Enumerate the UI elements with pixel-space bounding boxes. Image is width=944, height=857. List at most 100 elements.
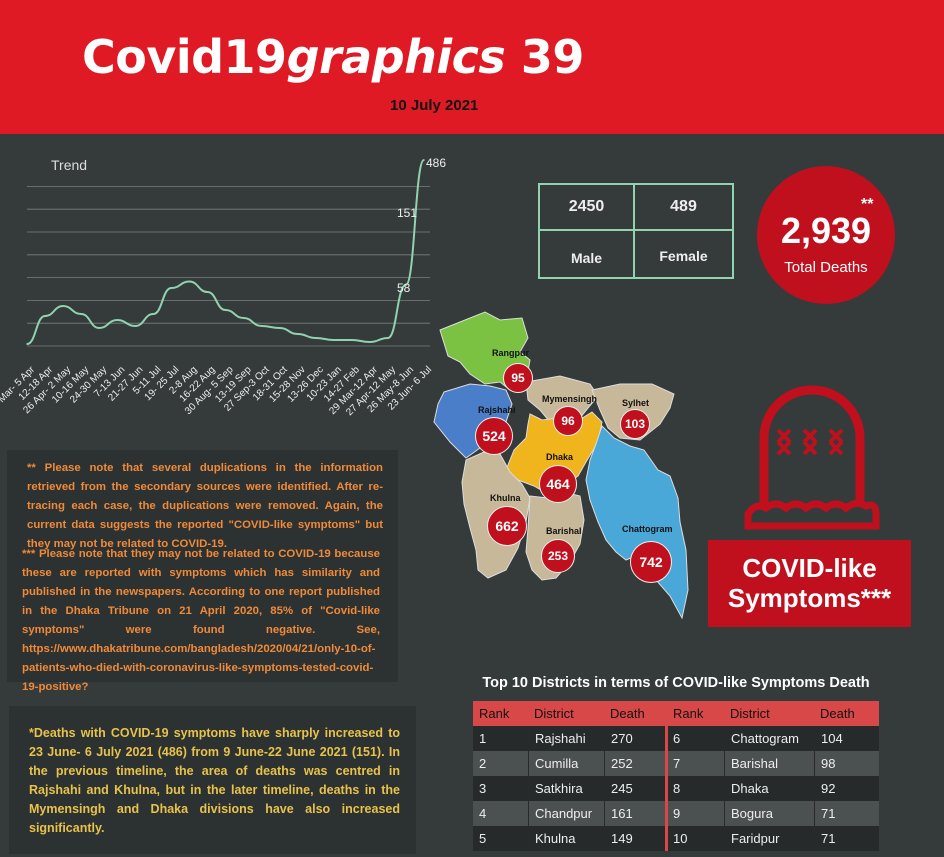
top10-cell: 71 <box>814 826 879 851</box>
map-label-chattogram: Chattogram <box>622 524 673 534</box>
top10-cell: 245 <box>604 776 667 801</box>
male-value: 2450 <box>568 198 605 215</box>
top10-cell: 2 <box>479 756 487 771</box>
top10-cell: 4 <box>479 806 487 821</box>
trend-point <box>332 339 335 341</box>
map-bubble-barishal: 253 <box>541 539 575 573</box>
top10-header-cell: District <box>528 701 604 726</box>
map-bubble-rangpur: 95 <box>503 363 533 393</box>
gender-divider-v <box>633 185 635 277</box>
trend-point <box>369 341 371 343</box>
top10-cell: Dhaka <box>724 776 814 801</box>
male-label: Male <box>570 250 603 266</box>
top10-cell: 149 <box>604 826 667 851</box>
top10-cell: Chandpur <box>528 801 604 826</box>
trend-value-label: 486 <box>426 156 446 170</box>
map-label-dhaka: Dhaka <box>546 452 574 462</box>
note-summary: *Deaths with COVID-19 symptoms have shar… <box>29 726 400 835</box>
trend-point <box>351 339 353 341</box>
top10-row: 2 Cumilla 252 7 Barishal 98 <box>473 751 879 776</box>
summary-panel: *Deaths with COVID-19 symptoms have shar… <box>9 706 416 854</box>
map-bubble-dhaka: 464 <box>539 465 577 503</box>
map-label-rajshahi: Rajshahi <box>478 405 516 415</box>
female-label: Female <box>659 248 708 264</box>
top10-cell: Chattogram <box>724 726 814 751</box>
top10-cell: 92 <box>814 776 879 801</box>
top10-cell: 161 <box>604 801 667 826</box>
map-label-mymensingh: Mymensingh <box>542 394 598 404</box>
top10-row: 3 Satkhira 245 8 Dhaka 92 <box>473 776 879 801</box>
top10-cell: 1 <box>479 731 487 746</box>
top10-cell: Khulna <box>528 826 604 851</box>
gender-divider-h <box>540 229 732 231</box>
trend-point <box>387 337 389 339</box>
map-bubble-sylhet: 103 <box>620 409 650 439</box>
top10-cell: Faridpur <box>724 826 814 851</box>
trend-value-label: 151 <box>397 206 417 220</box>
header-banner: Covid19graphics 39 10 July 2021 <box>0 0 944 134</box>
trend-point <box>80 313 82 315</box>
symptoms-line2: Symptoms*** <box>727 583 892 613</box>
trend-label: Trend <box>51 157 88 173</box>
covid-like-symptoms-banner: COVID-like Symptoms*** <box>708 540 911 627</box>
top10-cell: 3 <box>479 781 487 796</box>
map-bubble-khulna: 662 <box>487 506 527 546</box>
top10-cell: 9 <box>673 806 681 821</box>
top10-cell: 10 <box>673 831 688 846</box>
top10-header-cell: Rank <box>473 701 528 726</box>
notes-panel: ** Please note that several duplications… <box>7 450 398 693</box>
top10-cell: Satkhira <box>528 776 604 801</box>
top10-header-cell: Death <box>814 701 879 726</box>
trend-point <box>188 280 191 283</box>
trend-point <box>44 315 46 317</box>
top10-header-cell: Death <box>604 701 667 726</box>
note-duplication: ** Please note that several duplications… <box>27 462 383 550</box>
total-deaths-footnote-mark: ** <box>861 196 874 213</box>
tombstone-icon <box>744 385 880 530</box>
trend-point <box>314 337 317 339</box>
top10-cell: 270 <box>604 726 667 751</box>
top10-header-row: Rank District Death Rank District Death <box>473 701 879 726</box>
total-deaths-circle: ** 2,939 Total Deaths <box>757 166 895 304</box>
map-bubble-mymensingh: 96 <box>553 406 583 436</box>
top10-cell: 6 <box>673 731 681 746</box>
female-value: 489 <box>670 198 697 215</box>
top10-cell: Cumilla <box>528 751 604 776</box>
top10-cell: Rajshahi <box>528 726 604 751</box>
top10-cell: 104 <box>814 726 879 751</box>
trend-point <box>62 305 64 307</box>
top10-cell: 252 <box>604 751 667 776</box>
top10-divider <box>665 701 668 851</box>
trend-value-label: 58 <box>397 281 411 295</box>
map-bubble-rajshahi: 524 <box>475 417 513 455</box>
trend-point <box>278 327 281 329</box>
trend-point <box>296 333 299 335</box>
top10-cell: Bogura <box>724 801 814 826</box>
trend-point <box>423 159 425 161</box>
top10-cell: 8 <box>673 781 681 796</box>
trend-point <box>405 283 407 286</box>
map-label-rangpur: Rangpur <box>492 348 529 358</box>
top10-cell: 71 <box>814 801 879 826</box>
trend-point <box>98 327 100 329</box>
top10-cell: 98 <box>814 751 879 776</box>
top10-cell: 7 <box>673 756 681 771</box>
report-date: 10 July 2021 <box>390 97 479 114</box>
top10-title: Top 10 Districts in terms of COVID-like … <box>482 675 870 691</box>
top10-row: 1 Rajshahi 270 6 Chattogram 104 <box>473 726 879 751</box>
trend-point <box>260 325 263 327</box>
gender-table: 2450 489 Male Female <box>538 183 734 279</box>
map-labels: Rangpur 95 Rajshahi 524 Mymensingh 96 Sylhet 10… <box>430 300 700 625</box>
symptoms-line1: COVID-like <box>742 553 877 583</box>
map-label-sylhet: Sylhet <box>622 398 650 408</box>
trend-point <box>26 343 28 345</box>
trend-point <box>206 291 209 293</box>
trend-series-line <box>26 159 425 345</box>
trend-point <box>242 317 245 319</box>
note-symptoms: *** Please note that they may not be rel… <box>22 548 380 693</box>
top10-header-cell: Rank <box>667 701 724 726</box>
top10-row: 4 Chandpur 161 9 Bogura 71 <box>473 801 879 826</box>
map-label-khulna: Khulna <box>490 493 521 503</box>
top10-cell: Barishal <box>724 751 814 776</box>
